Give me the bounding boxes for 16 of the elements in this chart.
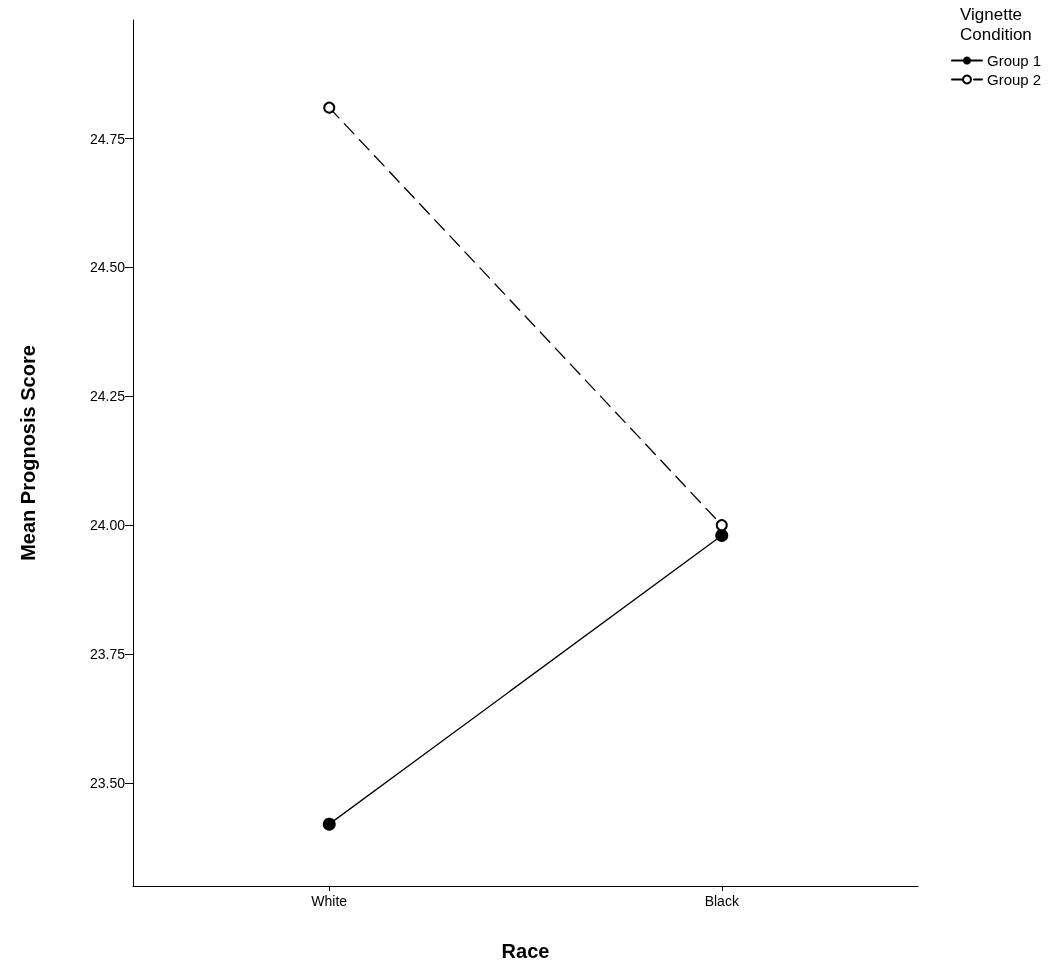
y-axis-title: Mean Prognosis Score — [17, 345, 39, 561]
point — [322, 817, 336, 831]
y-tick-label: 24.75 — [89, 130, 126, 147]
legend-title: Vignette Condition — [960, 4, 1032, 44]
legend-label: Group 2 — [987, 71, 1042, 88]
y-tick-label: 24.25 — [89, 388, 126, 405]
x-axis-title: Race — [501, 940, 550, 962]
y-tick-label: 24.00 — [89, 517, 126, 534]
y-tick-label: 24.50 — [89, 259, 126, 276]
x-tick-label: Black — [704, 893, 740, 909]
point — [323, 101, 336, 114]
y-tick-label: 23.75 — [89, 646, 126, 663]
point — [715, 528, 729, 542]
legend-label: Group 1 — [987, 52, 1042, 69]
y-tick-label: 23.50 — [89, 774, 126, 791]
x-tick-label: White — [311, 893, 348, 909]
